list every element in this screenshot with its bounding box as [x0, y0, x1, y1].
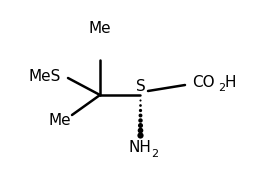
Text: 2: 2 [151, 149, 158, 159]
Text: Me: Me [89, 21, 111, 36]
Text: NH: NH [128, 140, 151, 156]
Text: H: H [225, 74, 236, 90]
Text: MeS: MeS [28, 68, 60, 84]
Text: CO: CO [192, 74, 215, 90]
Text: 2: 2 [218, 83, 225, 93]
Text: S: S [136, 79, 146, 94]
Text: Me: Me [48, 113, 71, 128]
